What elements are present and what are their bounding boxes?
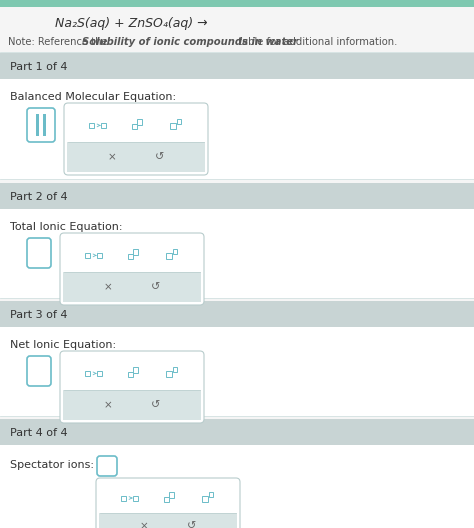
Bar — [0, 79, 474, 179]
Text: Note: Reference the: Note: Reference the — [8, 37, 111, 47]
Text: Balanced Molecular Equation:: Balanced Molecular Equation: — [10, 92, 176, 102]
Text: ↺: ↺ — [155, 153, 164, 163]
Bar — [89, 123, 94, 128]
FancyBboxPatch shape — [96, 478, 240, 528]
Text: Solubility of ionic compounds in water: Solubility of ionic compounds in water — [82, 37, 298, 47]
FancyBboxPatch shape — [99, 513, 237, 528]
FancyBboxPatch shape — [27, 356, 51, 386]
Bar — [133, 249, 138, 255]
Text: Na₂S(aq) + ZnSO₄(aq) →: Na₂S(aq) + ZnSO₄(aq) → — [55, 17, 208, 31]
FancyBboxPatch shape — [63, 390, 201, 420]
Bar — [101, 123, 106, 128]
Bar — [36, 114, 39, 136]
Bar — [0, 301, 474, 327]
Bar — [170, 123, 176, 129]
Text: Part 1 of 4: Part 1 of 4 — [10, 62, 67, 72]
FancyBboxPatch shape — [64, 103, 208, 175]
FancyBboxPatch shape — [97, 456, 117, 476]
Bar — [0, 209, 474, 298]
Bar — [128, 254, 134, 259]
Text: ×: × — [104, 282, 112, 293]
FancyBboxPatch shape — [63, 272, 201, 302]
Bar — [164, 496, 170, 502]
Text: table for additional information.: table for additional information. — [236, 37, 398, 47]
Bar — [132, 124, 137, 129]
Text: Net Ionic Equation:: Net Ionic Equation: — [10, 340, 116, 350]
Text: ↺: ↺ — [151, 400, 161, 410]
Bar — [128, 372, 134, 378]
Bar — [137, 119, 143, 125]
Bar — [85, 371, 91, 376]
Bar — [169, 492, 174, 497]
Bar — [0, 445, 474, 528]
Bar — [173, 249, 177, 254]
Text: ×: × — [140, 521, 148, 528]
FancyBboxPatch shape — [60, 233, 204, 305]
Bar — [85, 253, 91, 258]
Text: Part 3 of 4: Part 3 of 4 — [10, 310, 67, 320]
Bar — [97, 371, 102, 376]
Text: ↺: ↺ — [151, 282, 161, 293]
FancyBboxPatch shape — [67, 143, 205, 172]
Bar — [0, 183, 474, 209]
Bar — [166, 253, 172, 259]
Bar — [121, 495, 126, 501]
FancyBboxPatch shape — [60, 351, 204, 423]
Bar — [166, 371, 172, 377]
Bar — [0, 419, 474, 445]
Bar — [133, 367, 138, 373]
Text: ×: × — [108, 153, 117, 163]
Bar — [0, 327, 474, 416]
Bar — [43, 114, 46, 136]
Bar — [133, 495, 138, 501]
Bar — [173, 367, 177, 372]
FancyBboxPatch shape — [27, 108, 55, 142]
FancyBboxPatch shape — [27, 238, 51, 268]
Text: ×: × — [104, 400, 112, 410]
Text: Part 2 of 4: Part 2 of 4 — [10, 192, 68, 202]
Bar — [0, 53, 474, 79]
Text: Total Ionic Equation:: Total Ionic Equation: — [10, 222, 122, 232]
Bar — [209, 492, 213, 496]
Text: Spectator ions:: Spectator ions: — [10, 460, 94, 470]
Text: Part 4 of 4: Part 4 of 4 — [10, 428, 68, 438]
Text: ↺: ↺ — [187, 521, 197, 528]
Bar — [202, 495, 208, 502]
Bar — [97, 253, 102, 258]
Bar — [177, 119, 181, 124]
Bar — [0, 0, 474, 7]
